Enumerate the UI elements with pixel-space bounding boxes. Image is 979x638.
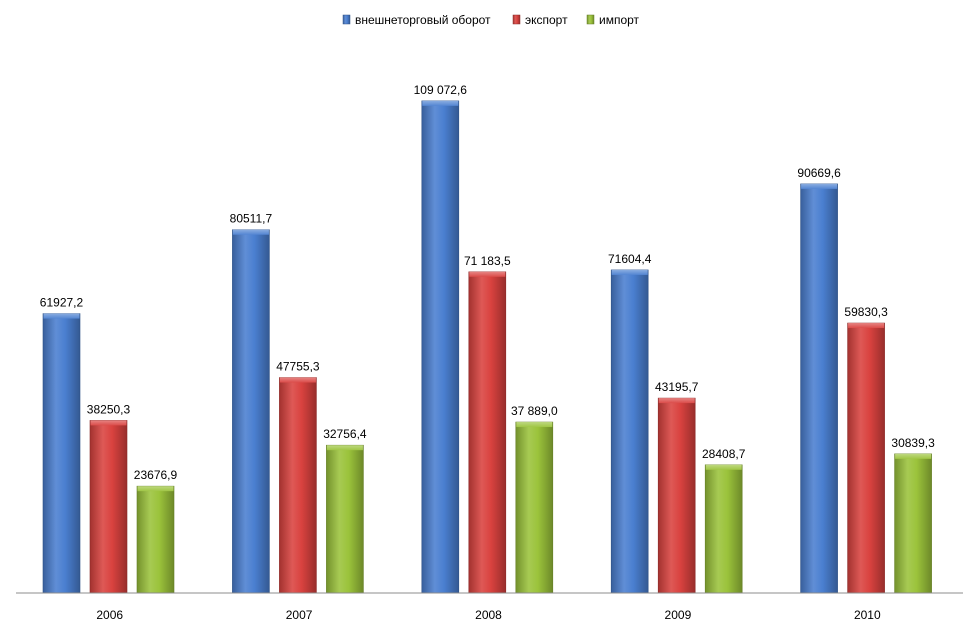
bar-cap-2010-series-1 — [801, 183, 838, 189]
bar-2006-series-2 — [89, 420, 128, 594]
data-label-2010-series-1: 90669,6 — [797, 166, 841, 180]
bar-2010-series-1 — [800, 183, 838, 594]
x-axis-ticks: 2006 2007 2008 2009 2010 — [96, 608, 881, 622]
bar-2008-series-1 — [421, 100, 460, 594]
x-tick-label-2010: 2010 — [854, 608, 881, 622]
data-label-2009-series-1: 71604,4 — [608, 252, 652, 266]
x-tick-label-2009: 2009 — [665, 608, 692, 622]
legend-swatch-1 — [342, 14, 351, 25]
bar-cap-2009-series-2 — [658, 398, 695, 404]
data-labels: 61927,2 38250,3 23676,9 80511,7 47755,3 32756… — [40, 83, 935, 482]
data-label-2009-series-3: 28408,7 — [702, 447, 746, 461]
bar-cap-2008-series-2 — [469, 271, 506, 277]
bar-cap-2008-series-1 — [422, 100, 459, 106]
bar-cap-2010-series-3 — [895, 453, 932, 459]
bar-2007-series-3 — [326, 444, 364, 594]
bar-2008-series-2 — [468, 271, 507, 594]
data-label-2010-series-3: 30839,3 — [891, 436, 935, 450]
x-tick-label-2008: 2008 — [475, 608, 502, 622]
data-label-2006-series-3: 23676,9 — [134, 468, 178, 482]
bars — [42, 100, 932, 594]
bar-2009-series-1 — [610, 269, 649, 594]
bar-2009-series-3 — [704, 464, 743, 594]
data-label-2007-series-2: 47755,3 — [276, 360, 320, 374]
data-label-2009-series-2: 43195,7 — [655, 380, 699, 394]
bar-cap-2007-series-1 — [232, 229, 269, 235]
data-label-2008-series-1: 109 072,6 — [414, 83, 468, 97]
bar-2010-series-2 — [847, 322, 885, 594]
bar-2007-series-2 — [279, 377, 317, 594]
x-tick-label-2007: 2007 — [286, 608, 313, 622]
data-label-2006-series-1: 61927,2 — [40, 296, 84, 310]
bar-cap-2007-series-3 — [326, 445, 363, 451]
bar-2007-series-1 — [232, 229, 270, 594]
bar-cap-2006-series-3 — [137, 486, 174, 492]
bar-cap-2009-series-3 — [705, 464, 742, 470]
bar-2009-series-2 — [657, 397, 696, 594]
data-label-2007-series-3: 32756,4 — [323, 427, 367, 441]
data-label-2007-series-1: 80511,7 — [230, 212, 273, 226]
bar-cap-2010-series-2 — [848, 323, 885, 329]
bar-cap-2006-series-2 — [90, 420, 127, 426]
bar-cap-2009-series-1 — [611, 269, 648, 275]
legend: внешнеторговый оборот экспорт импорт — [342, 13, 640, 27]
data-label-2008-series-2: 71 183,5 — [464, 254, 511, 268]
legend-label-3: импорт — [599, 13, 640, 27]
legend-swatch-3 — [586, 14, 595, 25]
bar-cap-2008-series-3 — [516, 422, 553, 428]
bar-cap-2007-series-2 — [279, 377, 316, 383]
data-label-2006-series-2: 38250,3 — [87, 402, 131, 416]
bar-2006-series-1 — [42, 313, 81, 594]
bar-cap-2006-series-1 — [43, 313, 80, 319]
x-tick-label-2006: 2006 — [96, 608, 123, 622]
bar-2006-series-3 — [136, 485, 175, 594]
bar-2008-series-3 — [515, 421, 554, 594]
legend-label-2: экспорт — [525, 13, 568, 27]
legend-label-1: внешнеторговый оборот — [355, 13, 491, 27]
bar-2010-series-3 — [894, 453, 932, 594]
data-label-2008-series-3: 37 889,0 — [511, 404, 558, 418]
legend-swatch-2 — [512, 14, 521, 25]
data-label-2010-series-2: 59830,3 — [844, 305, 888, 319]
